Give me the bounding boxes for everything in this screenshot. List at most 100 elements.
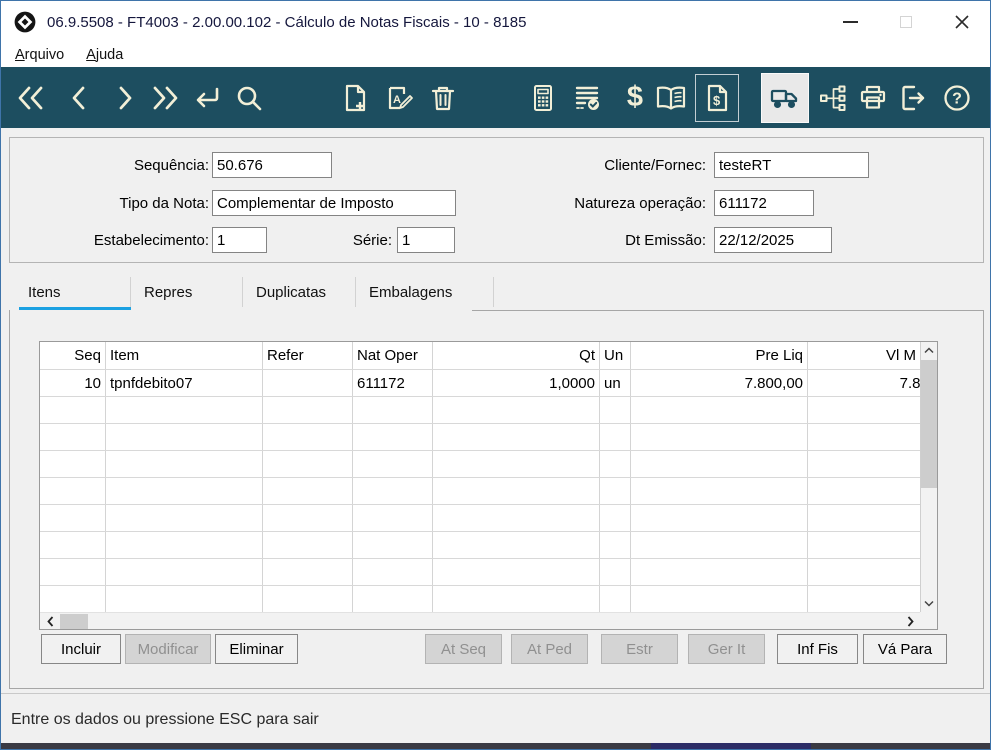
truck-icon — [770, 89, 798, 108]
menu-arquivo[interactable]: Arquivo — [15, 47, 65, 63]
empty-row[interactable] — [40, 423, 920, 450]
cell-qt: 1,0000 — [433, 370, 600, 396]
col-header-nat-oper[interactable]: Nat Oper — [353, 342, 433, 369]
delete-record-button[interactable] — [425, 75, 461, 121]
ger-it-button[interactable]: Ger It — [688, 634, 765, 664]
va-para-button[interactable]: Vá Para — [863, 634, 947, 664]
col-header-vl-m[interactable]: Vl M — [886, 347, 916, 364]
dt-emissao-field[interactable]: 22/12/2025 — [714, 227, 832, 253]
tab-itens[interactable]: Itens — [15, 277, 131, 307]
itens-tab-panel: Seq Item Refer Nat Oper Qt Un Pre Liq Vl… — [9, 310, 984, 689]
go-button[interactable] — [189, 75, 225, 121]
first-record-icon — [18, 86, 43, 109]
empty-row[interactable] — [40, 396, 920, 423]
table-row[interactable]: 10 tpnfdebito07 611172 1,0000 un 7.800,0… — [40, 369, 920, 396]
tab-duplicatas[interactable]: Duplicatas — [243, 277, 356, 307]
maximize-icon — [900, 16, 912, 28]
menu-ajuda[interactable]: Ajuda — [86, 47, 124, 63]
tipo-nota-label: Tipo da Nota: — [119, 195, 210, 212]
eliminar-button[interactable]: Eliminar — [215, 634, 298, 664]
serie-field[interactable]: 1 — [397, 227, 455, 253]
vertical-scroll-thumb[interactable] — [921, 360, 937, 488]
totvs-logo-icon — [14, 11, 36, 33]
next-record-button[interactable] — [107, 75, 143, 121]
calculator-icon — [534, 84, 552, 111]
items-grid: Seq Item Refer Nat Oper Qt Un Pre Liq Vl… — [39, 341, 938, 630]
new-document-icon — [345, 84, 366, 111]
previous-record-button[interactable] — [61, 75, 97, 121]
calculate-button[interactable] — [525, 75, 561, 121]
col-header-qt[interactable]: Qt — [433, 342, 600, 369]
natureza-field[interactable]: 611172 — [714, 190, 814, 216]
estabelecimento-label: Estabelecimento: — [93, 232, 209, 249]
dollar-icon: $ — [626, 81, 644, 113]
catalog-button[interactable] — [653, 75, 689, 121]
new-record-button[interactable] — [337, 75, 373, 121]
confirm-note-button[interactable] — [569, 75, 605, 121]
maximize-button[interactable] — [878, 1, 934, 43]
inf-fis-button[interactable]: Inf Fis — [777, 634, 858, 664]
scroll-left-button[interactable] — [42, 613, 58, 629]
close-button[interactable] — [934, 1, 990, 43]
col-header-seq[interactable]: Seq — [40, 342, 106, 369]
tab-repres[interactable]: Repres — [131, 277, 243, 307]
sequencia-field[interactable]: 50.676 — [212, 152, 332, 178]
col-header-pre-liq[interactable]: Pre Liq — [631, 342, 808, 369]
search-icon — [237, 86, 262, 110]
natureza-label: Natureza operação: — [574, 195, 706, 212]
empty-row[interactable] — [40, 450, 920, 477]
grid-header-row: Seq Item Refer Nat Oper Qt Un Pre Liq Vl… — [40, 342, 920, 369]
related-programs-button[interactable] — [815, 75, 851, 121]
print-button[interactable] — [855, 75, 891, 121]
menu-bar: Arquivo Ajuda — [1, 43, 990, 67]
cell-nat-oper: 611172 — [353, 370, 433, 396]
svg-text:?: ? — [952, 90, 962, 107]
minimize-button[interactable] — [822, 1, 878, 43]
cliente-field[interactable]: testeRT — [714, 152, 869, 178]
scroll-right-button[interactable] — [902, 613, 918, 629]
enter-arrow-icon — [196, 87, 219, 107]
vertical-scrollbar[interactable] — [920, 342, 937, 612]
help-button[interactable]: ? — [939, 75, 975, 121]
active-tab-indicator — [19, 307, 131, 312]
cell-seq: 10 — [40, 370, 106, 396]
at-seq-button[interactable]: At Seq — [425, 634, 502, 664]
empty-row[interactable] — [40, 531, 920, 558]
modificar-button[interactable]: Modificar — [125, 634, 211, 664]
edit-record-button[interactable]: A — [381, 75, 417, 121]
empty-row[interactable] — [40, 477, 920, 504]
invoice-document-button[interactable]: $ — [695, 73, 739, 122]
last-record-button[interactable] — [147, 75, 183, 121]
col-header-un[interactable]: Un — [600, 342, 631, 369]
estabelecimento-field[interactable]: 1 — [212, 227, 267, 253]
tab-embalagens[interactable]: Embalagens — [356, 277, 494, 307]
panel-top-border — [472, 310, 983, 311]
horizontal-scrollbar[interactable] — [40, 612, 920, 629]
scroll-up-button[interactable] — [921, 342, 937, 359]
help-icon: ? — [944, 84, 970, 111]
horizontal-scroll-thumb[interactable] — [60, 614, 88, 629]
tab-strip: Itens Repres Duplicatas Embalagens — [9, 277, 984, 312]
cell-vl-m: 7.800,00 — [899, 374, 920, 392]
cliente-label: Cliente/Fornec: — [604, 157, 706, 174]
next-record-icon — [119, 86, 132, 109]
col-header-refer[interactable]: Refer — [263, 342, 353, 369]
svg-text:$: $ — [713, 93, 721, 108]
close-icon — [955, 15, 969, 29]
at-ped-button[interactable]: At Ped — [511, 634, 588, 664]
empty-row[interactable] — [40, 585, 920, 612]
empty-row[interactable] — [40, 558, 920, 585]
exit-button[interactable] — [895, 75, 931, 121]
empty-row[interactable] — [40, 504, 920, 531]
chevron-down-icon — [924, 600, 934, 607]
first-record-button[interactable] — [13, 75, 49, 121]
search-button[interactable] — [231, 75, 267, 121]
estr-button[interactable]: Estr — [601, 634, 678, 664]
col-header-item[interactable]: Item — [106, 342, 263, 369]
financial-values-button[interactable]: $ — [617, 75, 653, 121]
dt-emissao-label: Dt Emissão: — [625, 232, 706, 249]
scroll-down-button[interactable] — [921, 595, 937, 612]
tipo-nota-field[interactable]: Complementar de Imposto — [212, 190, 456, 216]
delivery-truck-button[interactable] — [761, 72, 809, 123]
incluir-button[interactable]: Incluir — [41, 634, 121, 664]
